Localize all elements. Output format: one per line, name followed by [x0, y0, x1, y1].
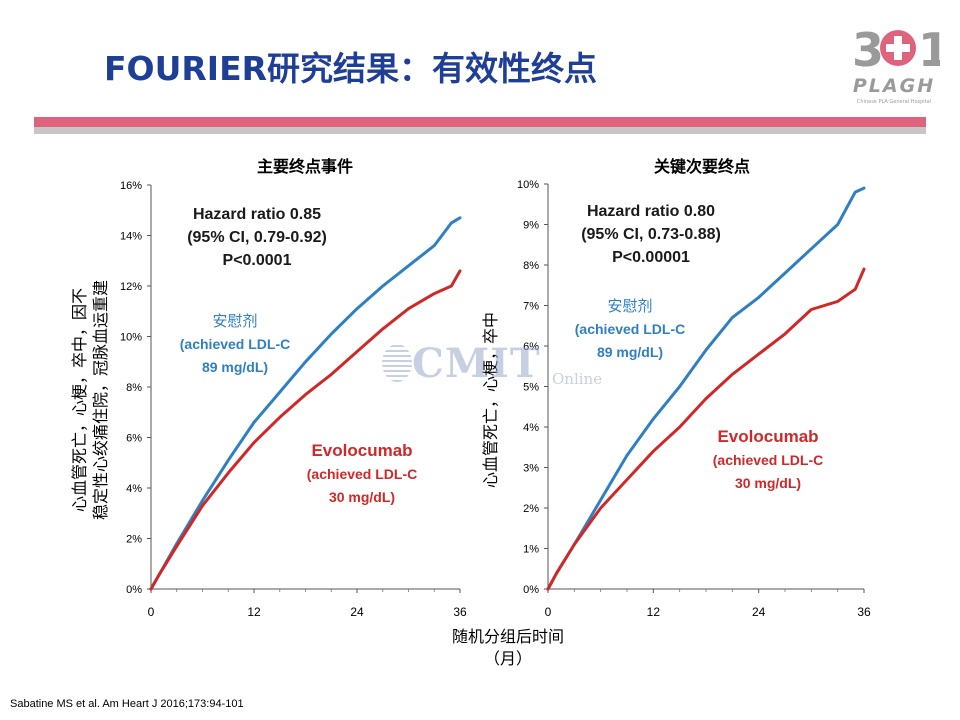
series-line-evolocumab — [149, 269, 462, 591]
x-tick-label: 0 — [148, 605, 155, 619]
series-line-placebo — [546, 186, 866, 591]
hazard-ratio-annotation: P<0.00001 — [612, 249, 690, 266]
watermark-subtext: Online — [552, 370, 603, 388]
x-axis-label: 随机分组后时间 — [452, 627, 564, 646]
x-axis-label-unit: （月） — [484, 649, 532, 668]
series-label: 89 mg/dL) — [597, 344, 663, 360]
y-tick-label: 16% — [120, 180, 142, 192]
y-tick-label: 4% — [126, 483, 142, 495]
hazard-ratio-annotation: P<0.0001 — [223, 252, 292, 269]
series-label: 安慰剂 — [607, 297, 652, 315]
hazard-ratio-annotation: (95% CI, 0.79-0.92) — [187, 229, 327, 246]
y-axis-label: 稳定性心绞痛住院，冠脉血运重建 — [91, 280, 110, 520]
x-tick-label: 12 — [647, 605, 661, 619]
y-tick-label: 12% — [120, 281, 142, 293]
x-tick-label: 24 — [752, 605, 766, 619]
y-tick-label: 0% — [523, 584, 539, 596]
series-label: 30 mg/dL) — [735, 475, 801, 491]
svg-text:3: 3 — [852, 23, 884, 76]
logo-subtext: Chinese PLA General Hospital — [856, 99, 932, 105]
series-label: (achieved LDL-C — [713, 452, 823, 468]
series-label: (achieved LDL-C — [575, 321, 685, 337]
series-label: (achieved LDL-C — [307, 466, 417, 482]
series-label: 安慰剂 — [212, 312, 257, 330]
x-tick-label: 0 — [545, 605, 552, 619]
y-tick-label: 8% — [126, 382, 142, 394]
chart-primary-endpoint: 主要终点事件 0% 2% 4% 6% 8% 10% 12% 14% 16% 0 12 24 36 心血管死亡… — [70, 157, 467, 619]
series-label: (achieved LDL-C — [180, 336, 290, 352]
series-label: Evolocumab — [717, 427, 818, 446]
watermark-globe-icon — [382, 344, 412, 382]
hazard-ratio-annotation: Hazard ratio 0.85 — [193, 206, 321, 223]
y-tick-label: 8% — [523, 260, 539, 272]
chart-title: 主要终点事件 — [257, 157, 353, 176]
x-tick-label: 36 — [857, 605, 871, 619]
y-tick-label: 10% — [517, 179, 539, 191]
title-underline-shadow — [34, 127, 926, 134]
y-axis-label: 心血管死亡，心梗，卒中 — [481, 312, 500, 488]
x-tick-label: 12 — [247, 605, 261, 619]
chart-secondary-endpoint: 关键次要终点 0% 1% 2% 3% 4% 5% 6% 7% 8% 9% 10% 0 12 24 36 心血管死… — [481, 157, 871, 619]
y-tick-label: 10% — [120, 332, 142, 344]
y-tick-label: 6% — [523, 341, 539, 353]
y-tick-label: 2% — [126, 534, 142, 546]
y-tick-label: 6% — [126, 433, 142, 445]
chart-title: 关键次要终点 — [654, 157, 750, 176]
series-line-evolocumab — [546, 267, 866, 591]
title-underline-bar — [34, 117, 926, 127]
y-tick-label: 4% — [523, 422, 539, 434]
y-tick-label: 9% — [523, 220, 539, 232]
x-tick-label: 36 — [453, 605, 467, 619]
slide-title: FOURIER研究结果：有效性终点 — [104, 49, 598, 88]
source-citation: Sabatine MS et al. Am Heart J 2016;173:9… — [10, 698, 244, 710]
y-axis-label: 心血管死亡，心梗，卒中，因不 — [70, 288, 89, 512]
series-label: Evolocumab — [311, 441, 412, 460]
hazard-ratio-annotation: (95% CI, 0.73-0.88) — [581, 226, 721, 243]
y-tick-label: 2% — [523, 503, 539, 515]
series-label: 30 mg/dL) — [329, 489, 395, 505]
y-tick-label: 7% — [523, 301, 539, 313]
watermark-text: CMIT — [412, 340, 541, 387]
watermark: CMIT Online — [378, 338, 628, 398]
y-tick-label: 5% — [523, 382, 539, 394]
logo-text: PLAGH — [852, 75, 936, 97]
y-tick-label: 1% — [523, 544, 539, 556]
x-tick-label: 24 — [350, 605, 364, 619]
series-line-placebo — [149, 216, 462, 591]
hazard-ratio-annotation: Hazard ratio 0.80 — [587, 203, 715, 220]
y-tick-label: 3% — [523, 463, 539, 475]
series-label: 89 mg/dL) — [202, 359, 268, 375]
y-tick-label: 0% — [126, 584, 142, 596]
y-tick-label: 14% — [120, 231, 142, 243]
